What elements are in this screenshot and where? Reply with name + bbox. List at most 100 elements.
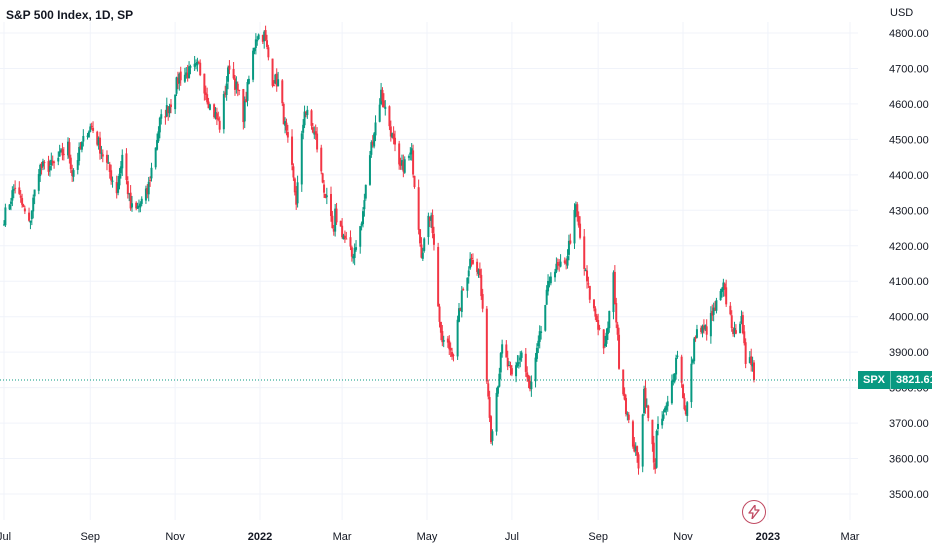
candle [222,90,225,134]
candle [636,445,639,463]
candle [587,276,590,288]
candle [740,310,743,325]
candle [627,411,630,424]
x-tick-label: May [417,531,438,543]
candle [481,288,484,313]
candle [30,210,33,226]
candle [602,329,605,355]
candle [477,268,480,278]
candle [335,202,338,225]
candle [510,365,513,377]
candle [33,189,36,205]
candle [594,306,597,321]
candle [647,404,650,422]
candle [423,237,426,253]
y-tick-label: 4200.00 [889,241,929,253]
candle [403,156,406,174]
candle [323,180,326,198]
candle [39,163,42,182]
candle [243,96,246,129]
candle [665,402,668,416]
candle [284,117,287,134]
candle [583,228,586,276]
candle [535,343,538,362]
candle [380,82,383,106]
candle [439,321,442,341]
lightning-icon[interactable] [742,500,766,524]
candle [442,335,445,348]
candle [371,135,374,148]
candle [254,33,257,55]
candle [733,321,736,338]
candle [236,81,239,97]
candle [105,150,108,171]
candle [384,100,387,116]
candle [537,335,540,354]
candle [137,199,140,213]
candle [282,102,285,125]
candle [176,71,179,90]
candle [720,287,723,298]
candle [516,355,519,368]
candle [121,149,124,176]
candle [654,458,657,474]
candle [51,155,54,166]
candle [662,409,665,421]
candle [90,122,93,130]
candle [618,327,621,370]
candle [517,355,520,369]
candle [296,175,299,208]
last-price-tag: SPX 3821.61 [858,371,932,389]
candle [458,303,461,323]
candle [232,62,235,80]
candle [577,211,580,228]
candle [217,111,220,122]
candle [21,193,24,208]
candle [107,154,110,164]
candle [569,233,572,245]
candle [135,201,138,211]
candle [723,282,726,297]
candle [656,416,659,436]
candle [623,387,626,401]
candle [491,429,494,446]
candle [342,233,345,240]
candle [320,144,323,175]
candle [48,159,51,177]
candle [524,347,527,377]
y-tick-label: 4000.00 [889,312,929,324]
candle [274,73,277,85]
candle [566,249,569,269]
candle [58,144,61,157]
candle [407,154,410,161]
candle [53,160,56,169]
candle [302,119,305,140]
candle [11,186,14,207]
x-tick-label: Mar [841,531,860,543]
candle [538,325,541,349]
candle [734,324,737,335]
candle [218,116,221,133]
y-tick-label: 4600.00 [889,99,929,111]
candle [352,253,355,264]
candle [80,141,83,153]
candle [86,133,89,140]
candle-series [3,25,755,475]
candle [388,105,391,131]
candle [99,131,102,160]
candle [126,176,129,199]
candle [400,154,403,170]
candle [359,225,362,254]
candle [633,436,636,453]
candle [672,373,675,386]
candle [508,361,511,367]
candle [40,161,43,175]
candle [197,60,200,64]
candle [505,340,508,358]
x-tick-label: 2022 [248,531,272,543]
candle [22,203,25,208]
candle [399,157,402,170]
candle [470,253,473,267]
x-tick-label: Jul [505,531,519,543]
